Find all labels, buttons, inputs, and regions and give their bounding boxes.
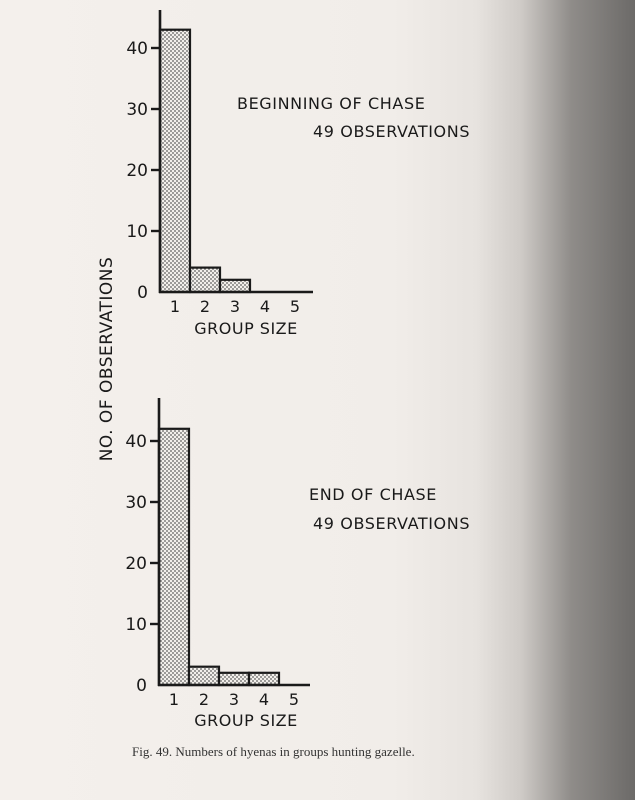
bar — [188, 266, 222, 294]
y-tick-label: 30 — [126, 100, 148, 120]
chart-title: END OF CHASE — [309, 485, 437, 504]
x-tick-label: 1 — [169, 690, 179, 709]
chart-subtitle: 49 OBSERVATIONS — [313, 122, 470, 141]
bar — [158, 28, 192, 294]
x-axis-label: GROUP SIZE — [194, 319, 298, 338]
chart-2: 0 10 20 30 40 1 2 3 4 5 GROUP SIZE END OF CHASE 49 O… — [125, 398, 470, 730]
y-axis-label: NO. OF OBSERVATIONS — [97, 257, 117, 462]
x-tick-label: 3 — [229, 690, 239, 709]
x-tick-label: 5 — [289, 690, 299, 709]
y-tick-label: 0 — [137, 283, 148, 303]
figure-caption: Fig. 49. Numbers of hyenas in groups hun… — [132, 744, 415, 759]
y-tick-label: 20 — [125, 554, 147, 574]
bar — [187, 665, 221, 687]
bar — [157, 427, 191, 687]
bar — [247, 671, 281, 687]
y-tick-label: 40 — [126, 39, 148, 59]
y-tick-label: 10 — [125, 615, 147, 635]
y-tick-label: 40 — [125, 432, 147, 452]
x-tick-label: 2 — [199, 690, 209, 709]
y-tick-label: 30 — [125, 493, 147, 513]
y-tick-label: 0 — [136, 676, 147, 696]
chart-subtitle: 49 OBSERVATIONS — [313, 514, 470, 533]
x-axis-label: GROUP SIZE — [194, 711, 298, 730]
chart-title: BEGINNING OF CHASE — [237, 94, 425, 113]
y-tick-label: 10 — [126, 222, 148, 242]
x-tick-label: 1 — [170, 297, 180, 316]
x-tick-label: 3 — [230, 297, 240, 316]
y-tick-label: 20 — [126, 161, 148, 181]
chart-1: 0 10 20 30 40 1 2 3 4 5 GROUP SIZE BEGINNING OF CHA… — [126, 10, 470, 338]
x-tick-label: 4 — [259, 690, 269, 709]
x-tick-label: 4 — [260, 297, 270, 316]
x-tick-label: 5 — [290, 297, 300, 316]
bar — [217, 671, 251, 687]
bar — [218, 278, 252, 294]
x-tick-label: 2 — [200, 297, 210, 316]
